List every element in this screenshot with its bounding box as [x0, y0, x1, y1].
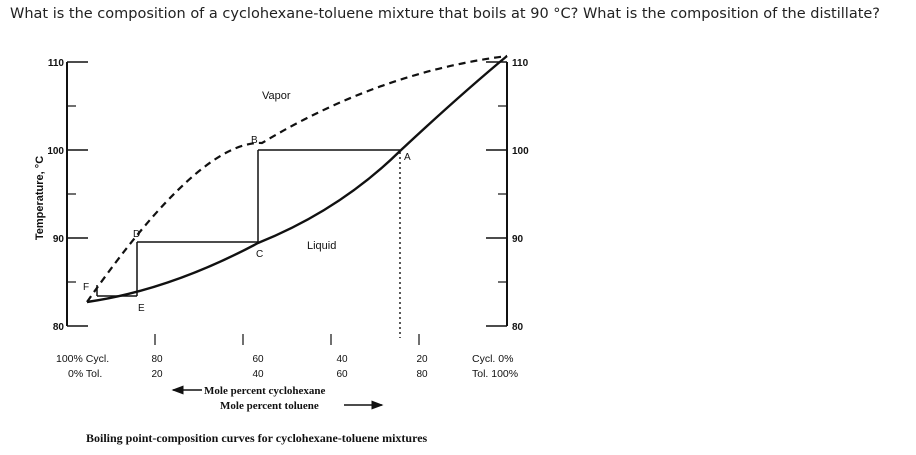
x-tick-toluene-80: 80 [416, 369, 428, 380]
x-tick-toluene-60: 60 [336, 369, 348, 380]
left-tick-label-100: 100 [47, 146, 64, 157]
x-tick-toluene-40: 40 [252, 369, 264, 380]
liquid-curve [86, 55, 508, 304]
left-tick-label-80: 80 [53, 322, 65, 333]
x-axis-label-toluene: Mole percent toluene [220, 400, 319, 412]
step-lines [96, 149, 400, 297]
x-tick-cyclohexane-60: 60 [252, 354, 264, 365]
x-axis-label-cyclohexane: Mole percent cyclohexane [204, 385, 325, 397]
x-tick-cyclohexane-20: 20 [416, 354, 428, 365]
point-label-b: B [251, 135, 258, 146]
vapor-curve [86, 54, 508, 303]
right-tick-label-90: 90 [512, 234, 524, 245]
right-minor-ticks [498, 105, 507, 283]
x-tick-cyclohexane-40: 40 [336, 354, 348, 365]
right-end-label-cyclohexane: Cycl. 0% [472, 353, 513, 365]
x-tick-cyclohexane-80: 80 [151, 354, 163, 365]
right-end-label-toluene: Tol. 100% [472, 368, 518, 380]
point-label-d: D [133, 229, 140, 240]
point-label-f: F [83, 282, 89, 293]
right-tick-label-110: 110 [512, 58, 529, 69]
figure-caption: Boiling point-composition curves for cyc… [86, 431, 428, 445]
point-label-e: E [138, 303, 145, 314]
vapor-label: Vapor [262, 90, 291, 102]
left-tick-label-110: 110 [48, 58, 65, 69]
bottom-x-ticks [154, 334, 420, 345]
question-text: What is the composition of a cyclohexane… [10, 6, 881, 22]
left-end-label-toluene: 0% Tol. [68, 368, 102, 380]
left-tick-label-90: 90 [53, 234, 65, 245]
point-label-c: C [256, 249, 263, 260]
left-end-label-cyclohexane: 100% Cycl. [56, 353, 109, 365]
x-tick-toluene-20: 20 [151, 369, 163, 380]
point-label-a: A [404, 152, 411, 163]
liquid-label: Liquid [307, 240, 336, 252]
right-tick-label-80: 80 [512, 322, 524, 333]
right-tick-label-100: 100 [512, 146, 529, 157]
left-minor-ticks [67, 105, 76, 283]
y-axis-label: Temperature, °C [34, 156, 46, 240]
